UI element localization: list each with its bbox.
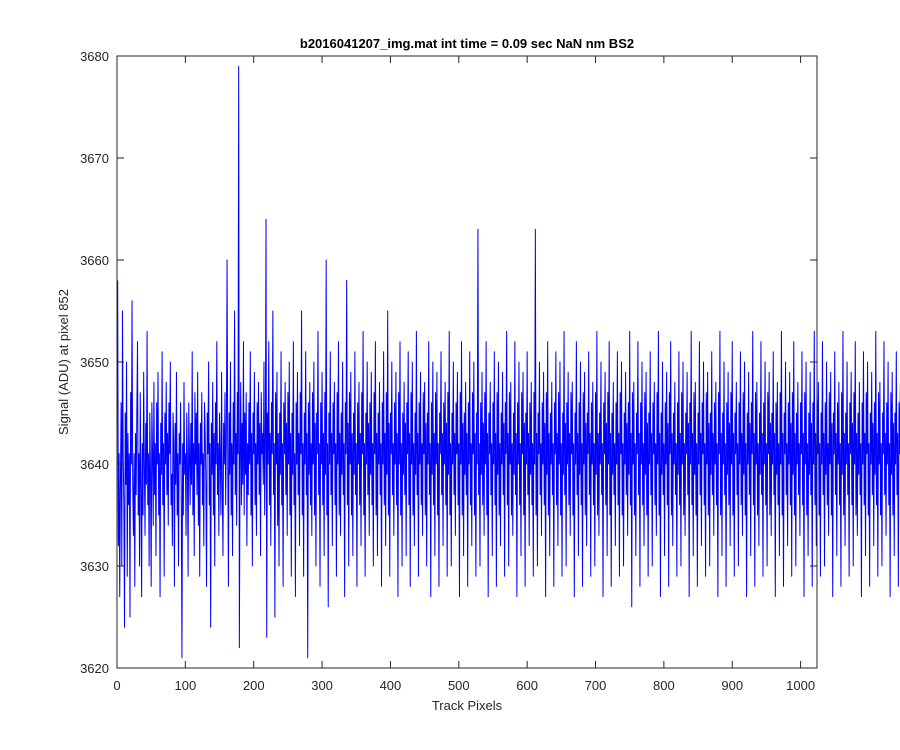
- x-tick-label: 200: [243, 678, 265, 693]
- x-tick-label: 600: [516, 678, 538, 693]
- chart-title: b2016041207_img.mat int time = 0.09 sec …: [300, 36, 634, 51]
- x-tick-label: 900: [721, 678, 743, 693]
- x-tick-label: 100: [175, 678, 197, 693]
- x-tick-label: 0: [113, 678, 120, 693]
- x-tick-label: 800: [653, 678, 675, 693]
- plot-area: 0 100 200 300 400 500 600 700 800 900 1000 3620 363…: [80, 49, 900, 693]
- x-axis-label: Track Pixels: [432, 698, 503, 713]
- x-tick-label: 1000: [786, 678, 815, 693]
- y-tick-label: 3670: [80, 151, 109, 166]
- y-axis-ticks: 3620 3630 3640 3650 3660 3670 3680: [80, 49, 817, 676]
- y-tick-label: 3640: [80, 457, 109, 472]
- y-tick-label: 3630: [80, 559, 109, 574]
- x-axis-ticks: 0 100 200 300 400 500 600 700 800 900 1000: [113, 56, 815, 693]
- y-tick-label: 3680: [80, 49, 109, 64]
- x-tick-label: 500: [448, 678, 470, 693]
- x-tick-label: 700: [585, 678, 607, 693]
- x-tick-label: 300: [311, 678, 333, 693]
- y-tick-label: 3620: [80, 661, 109, 676]
- y-tick-label: 3660: [80, 253, 109, 268]
- x-tick-label: 400: [380, 678, 402, 693]
- y-axis-label: Signal (ADU) at pixel 852: [56, 289, 71, 435]
- series-layer: [117, 65, 900, 659]
- series-line-1: [117, 65, 900, 659]
- y-tick-label: 3650: [80, 355, 109, 370]
- axes-background: [117, 56, 817, 668]
